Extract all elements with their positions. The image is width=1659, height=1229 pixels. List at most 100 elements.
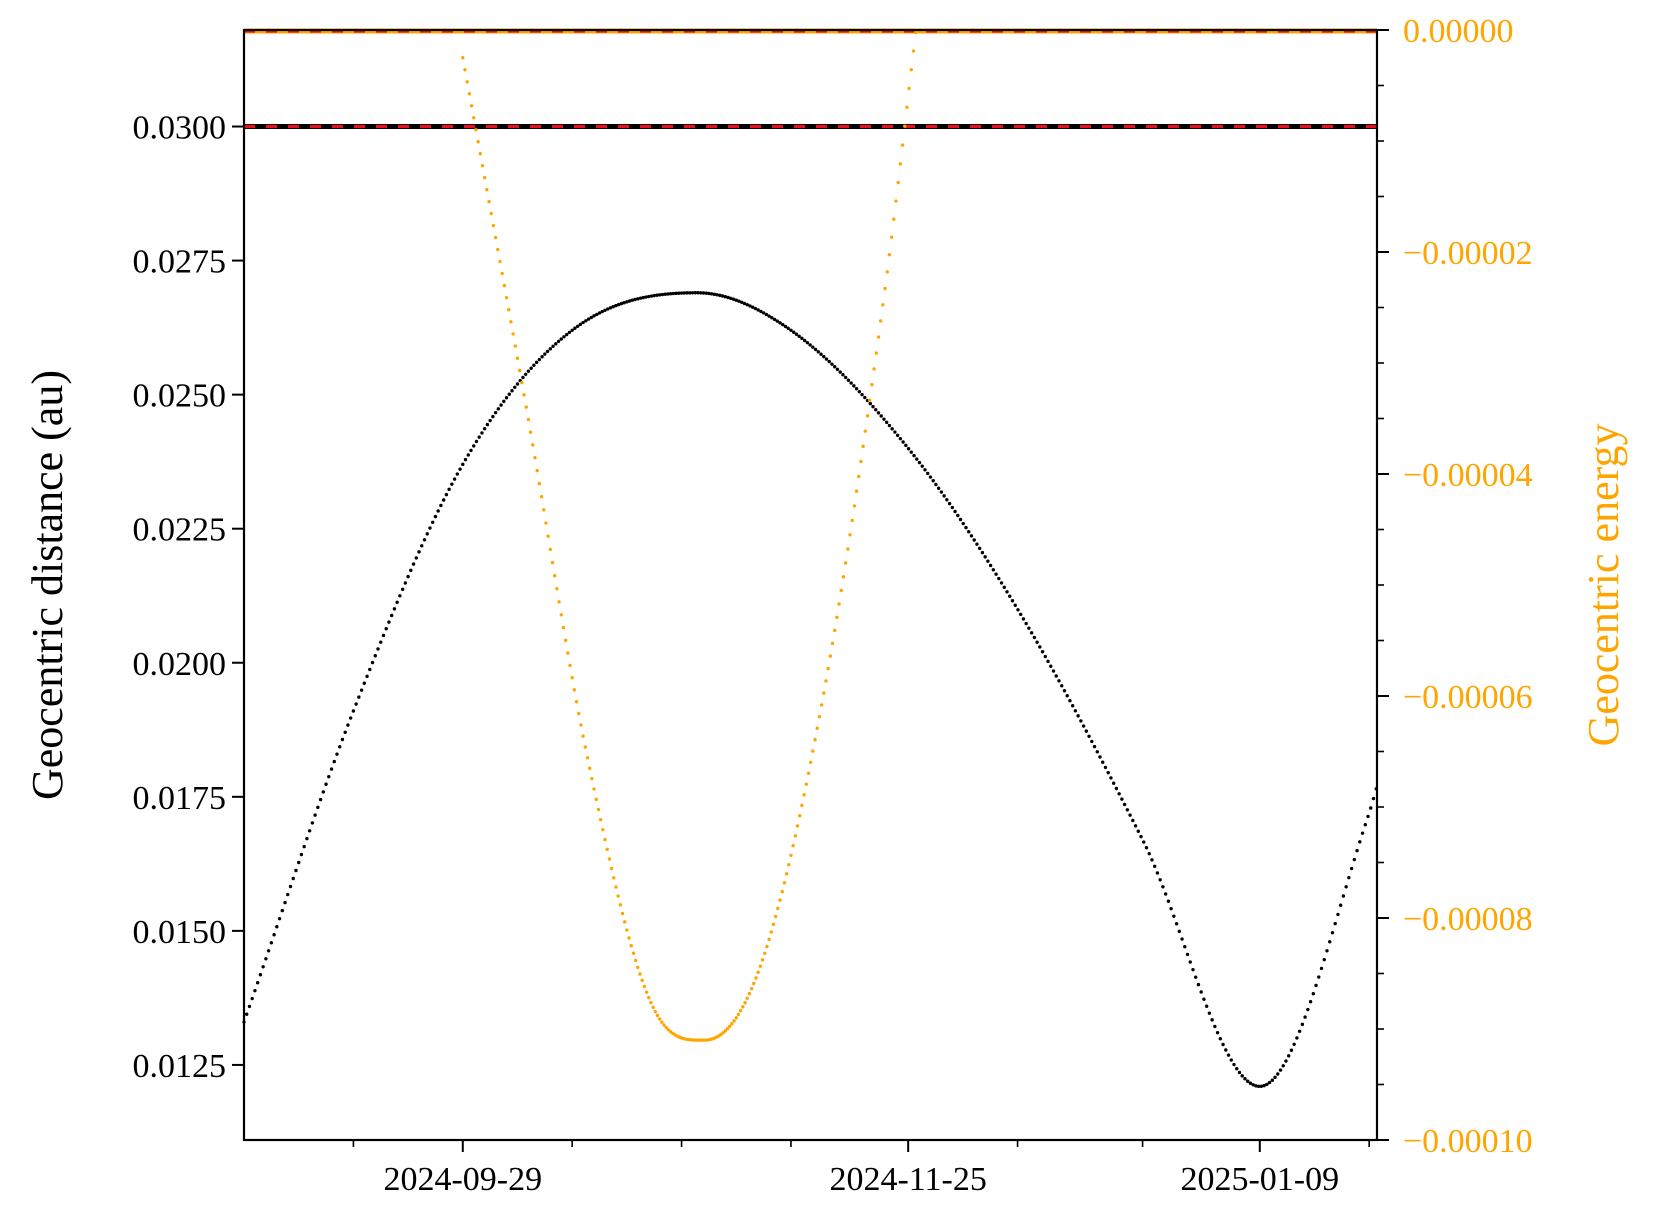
data-point xyxy=(1336,912,1340,917)
data-point xyxy=(346,723,350,727)
data-point xyxy=(1267,1080,1272,1085)
data-point xyxy=(854,489,859,493)
data-point xyxy=(622,300,626,305)
data-point xyxy=(861,444,865,449)
data-point xyxy=(1073,709,1078,713)
data-point xyxy=(513,385,517,389)
data-point xyxy=(1043,654,1048,659)
data-point xyxy=(792,330,796,334)
data-point xyxy=(544,521,548,525)
data-point xyxy=(793,834,798,838)
data-point xyxy=(469,448,473,453)
data-point xyxy=(815,726,819,730)
data-point xyxy=(846,547,850,551)
data-point xyxy=(688,291,692,295)
data-point xyxy=(890,427,894,431)
data-point xyxy=(1295,1036,1299,1040)
data-point xyxy=(808,343,812,347)
data-point xyxy=(597,311,602,315)
data-point xyxy=(291,876,295,881)
data-point xyxy=(595,312,599,317)
data-point xyxy=(502,399,506,404)
data-point xyxy=(964,525,968,530)
right-tick-label: −0.00010 xyxy=(1403,1123,1533,1160)
data-point xyxy=(712,292,717,296)
data-point xyxy=(682,291,687,295)
data-point xyxy=(463,68,467,72)
data-point xyxy=(465,80,469,84)
data-point xyxy=(764,312,769,317)
data-point xyxy=(1161,885,1165,889)
data-point xyxy=(912,453,916,458)
data-point xyxy=(699,291,703,295)
data-point xyxy=(502,283,507,288)
data-point xyxy=(789,328,793,332)
data-point xyxy=(1136,829,1140,833)
data-point xyxy=(548,547,552,552)
data-point xyxy=(647,995,651,1000)
data-point xyxy=(1103,765,1108,770)
data-point xyxy=(545,349,550,354)
data-point xyxy=(917,460,922,465)
data-point xyxy=(1079,719,1083,723)
data-point xyxy=(531,443,535,447)
data-point xyxy=(620,911,625,916)
data-point xyxy=(871,404,875,409)
data-point xyxy=(660,292,665,297)
data-point xyxy=(991,568,996,572)
data-point xyxy=(1330,931,1335,935)
data-point xyxy=(1199,990,1203,994)
data-point xyxy=(1344,885,1348,889)
data-point xyxy=(931,479,935,483)
data-point xyxy=(1029,631,1034,635)
data-point xyxy=(1292,1042,1296,1046)
data-point xyxy=(603,837,607,842)
data-point xyxy=(1144,846,1149,850)
data-point xyxy=(578,322,583,327)
data-point xyxy=(555,587,559,591)
data-point xyxy=(889,235,894,239)
left-tick-label: 0.0200 xyxy=(133,646,227,683)
data-point xyxy=(1366,814,1370,819)
data-point xyxy=(1314,983,1318,988)
data-point xyxy=(1215,1030,1220,1035)
data-point xyxy=(1371,796,1376,801)
data-point xyxy=(447,487,451,492)
data-point xyxy=(619,301,624,306)
data-point xyxy=(581,734,585,738)
data-point xyxy=(1256,1084,1261,1089)
data-point xyxy=(775,319,779,323)
data-point xyxy=(1300,1022,1305,1027)
data-point xyxy=(732,1019,736,1023)
data-point xyxy=(275,925,279,929)
data-point xyxy=(592,314,596,318)
data-point xyxy=(1226,1053,1231,1057)
data-point xyxy=(1062,689,1067,693)
data-point xyxy=(765,944,769,949)
data-point xyxy=(299,852,304,857)
data-point xyxy=(422,538,427,542)
data-point xyxy=(767,314,771,318)
data-point xyxy=(605,847,609,852)
data-point xyxy=(478,152,482,156)
data-point xyxy=(942,494,946,498)
x-tick-label: 2025-01-09 xyxy=(1180,1161,1339,1198)
data-point xyxy=(662,1023,666,1027)
data-point xyxy=(1174,922,1179,926)
data-point xyxy=(819,352,823,356)
data-point xyxy=(906,447,911,451)
data-point xyxy=(522,393,526,397)
data-point xyxy=(958,517,963,522)
data-point xyxy=(488,418,492,423)
data-point xyxy=(504,396,509,400)
data-point xyxy=(649,294,654,298)
data-point xyxy=(472,444,476,448)
data-point xyxy=(359,688,364,692)
data-point xyxy=(1325,949,1329,953)
data-point xyxy=(1191,967,1195,972)
data-point xyxy=(827,359,831,364)
data-point xyxy=(598,817,603,822)
data-point xyxy=(1185,952,1190,957)
data-point xyxy=(1363,822,1367,827)
data-point xyxy=(760,958,765,962)
